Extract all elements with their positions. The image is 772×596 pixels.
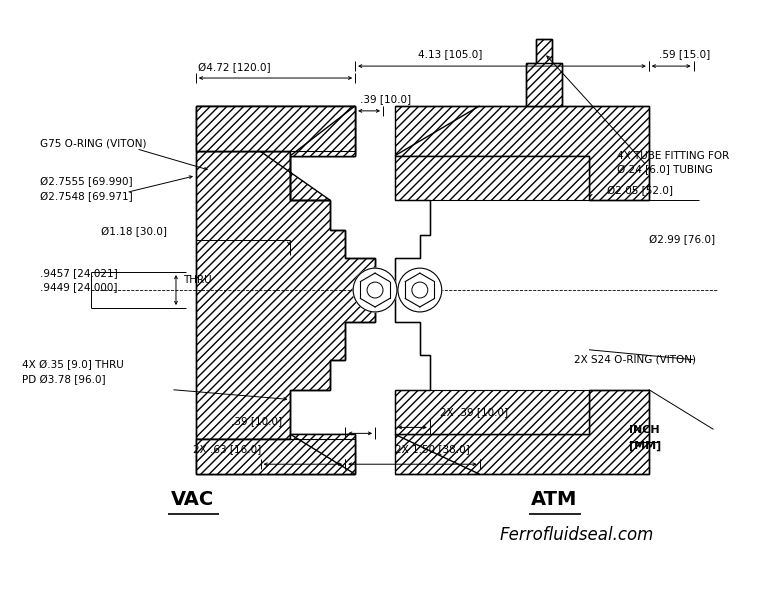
Text: VAC: VAC [171, 490, 215, 509]
Text: Ø2.05 [52.0]: Ø2.05 [52.0] [607, 187, 673, 197]
Polygon shape [196, 439, 355, 474]
Text: .9457 [24.021]: .9457 [24.021] [39, 268, 117, 278]
Text: Ø.24 [6.0] TUBING: Ø.24 [6.0] TUBING [617, 166, 713, 176]
Text: THRU: THRU [183, 275, 212, 285]
Polygon shape [527, 39, 562, 106]
Polygon shape [196, 106, 355, 151]
Polygon shape [290, 151, 375, 439]
Circle shape [398, 268, 442, 312]
Text: .39 [10.0]: .39 [10.0] [231, 417, 282, 426]
Polygon shape [196, 106, 375, 439]
Text: INCH: INCH [629, 426, 659, 435]
Text: .9449 [24.000]: .9449 [24.000] [39, 282, 117, 292]
Text: [MM]: [MM] [629, 441, 661, 451]
Text: 2X .63 [16.0]: 2X .63 [16.0] [193, 444, 261, 454]
Circle shape [353, 268, 397, 312]
Text: .39 [10.0]: .39 [10.0] [360, 94, 411, 104]
Text: Ferrofluidseal.com: Ferrofluidseal.com [499, 526, 654, 544]
Text: 4.13 [105.0]: 4.13 [105.0] [418, 49, 482, 59]
Text: Ø2.99 [76.0]: Ø2.99 [76.0] [648, 235, 715, 245]
Text: 2X 1.50 [38.0]: 2X 1.50 [38.0] [395, 444, 469, 454]
Text: 4X TUBE FITTING FOR: 4X TUBE FITTING FOR [617, 151, 730, 161]
Polygon shape [196, 434, 355, 474]
Text: 4X Ø.35 [9.0] THRU: 4X Ø.35 [9.0] THRU [22, 359, 124, 370]
Text: 2X .39 [10.0]: 2X .39 [10.0] [440, 408, 508, 417]
Text: Ø1.18 [30.0]: Ø1.18 [30.0] [101, 227, 168, 237]
Text: ATM: ATM [531, 490, 577, 509]
Text: G75 O-RING (VITON): G75 O-RING (VITON) [39, 139, 146, 148]
Polygon shape [395, 390, 648, 474]
Text: .59 [15.0]: .59 [15.0] [659, 49, 710, 59]
Text: 2X S24 O-RING (VITON): 2X S24 O-RING (VITON) [574, 355, 696, 365]
Text: Ø2.7555 [69.990]: Ø2.7555 [69.990] [39, 178, 132, 188]
Polygon shape [196, 106, 355, 156]
Polygon shape [395, 156, 589, 434]
Text: Ø2.7548 [69.971]: Ø2.7548 [69.971] [39, 193, 132, 203]
Text: PD Ø3.78 [96.0]: PD Ø3.78 [96.0] [22, 374, 105, 384]
Text: Ø4.72 [120.0]: Ø4.72 [120.0] [198, 63, 270, 73]
Polygon shape [395, 106, 648, 200]
